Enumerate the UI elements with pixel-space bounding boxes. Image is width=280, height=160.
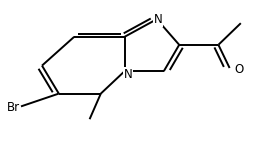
Text: O: O	[235, 63, 244, 76]
Text: N: N	[123, 68, 132, 81]
Text: Br: Br	[6, 101, 20, 114]
Text: N: N	[154, 13, 163, 26]
